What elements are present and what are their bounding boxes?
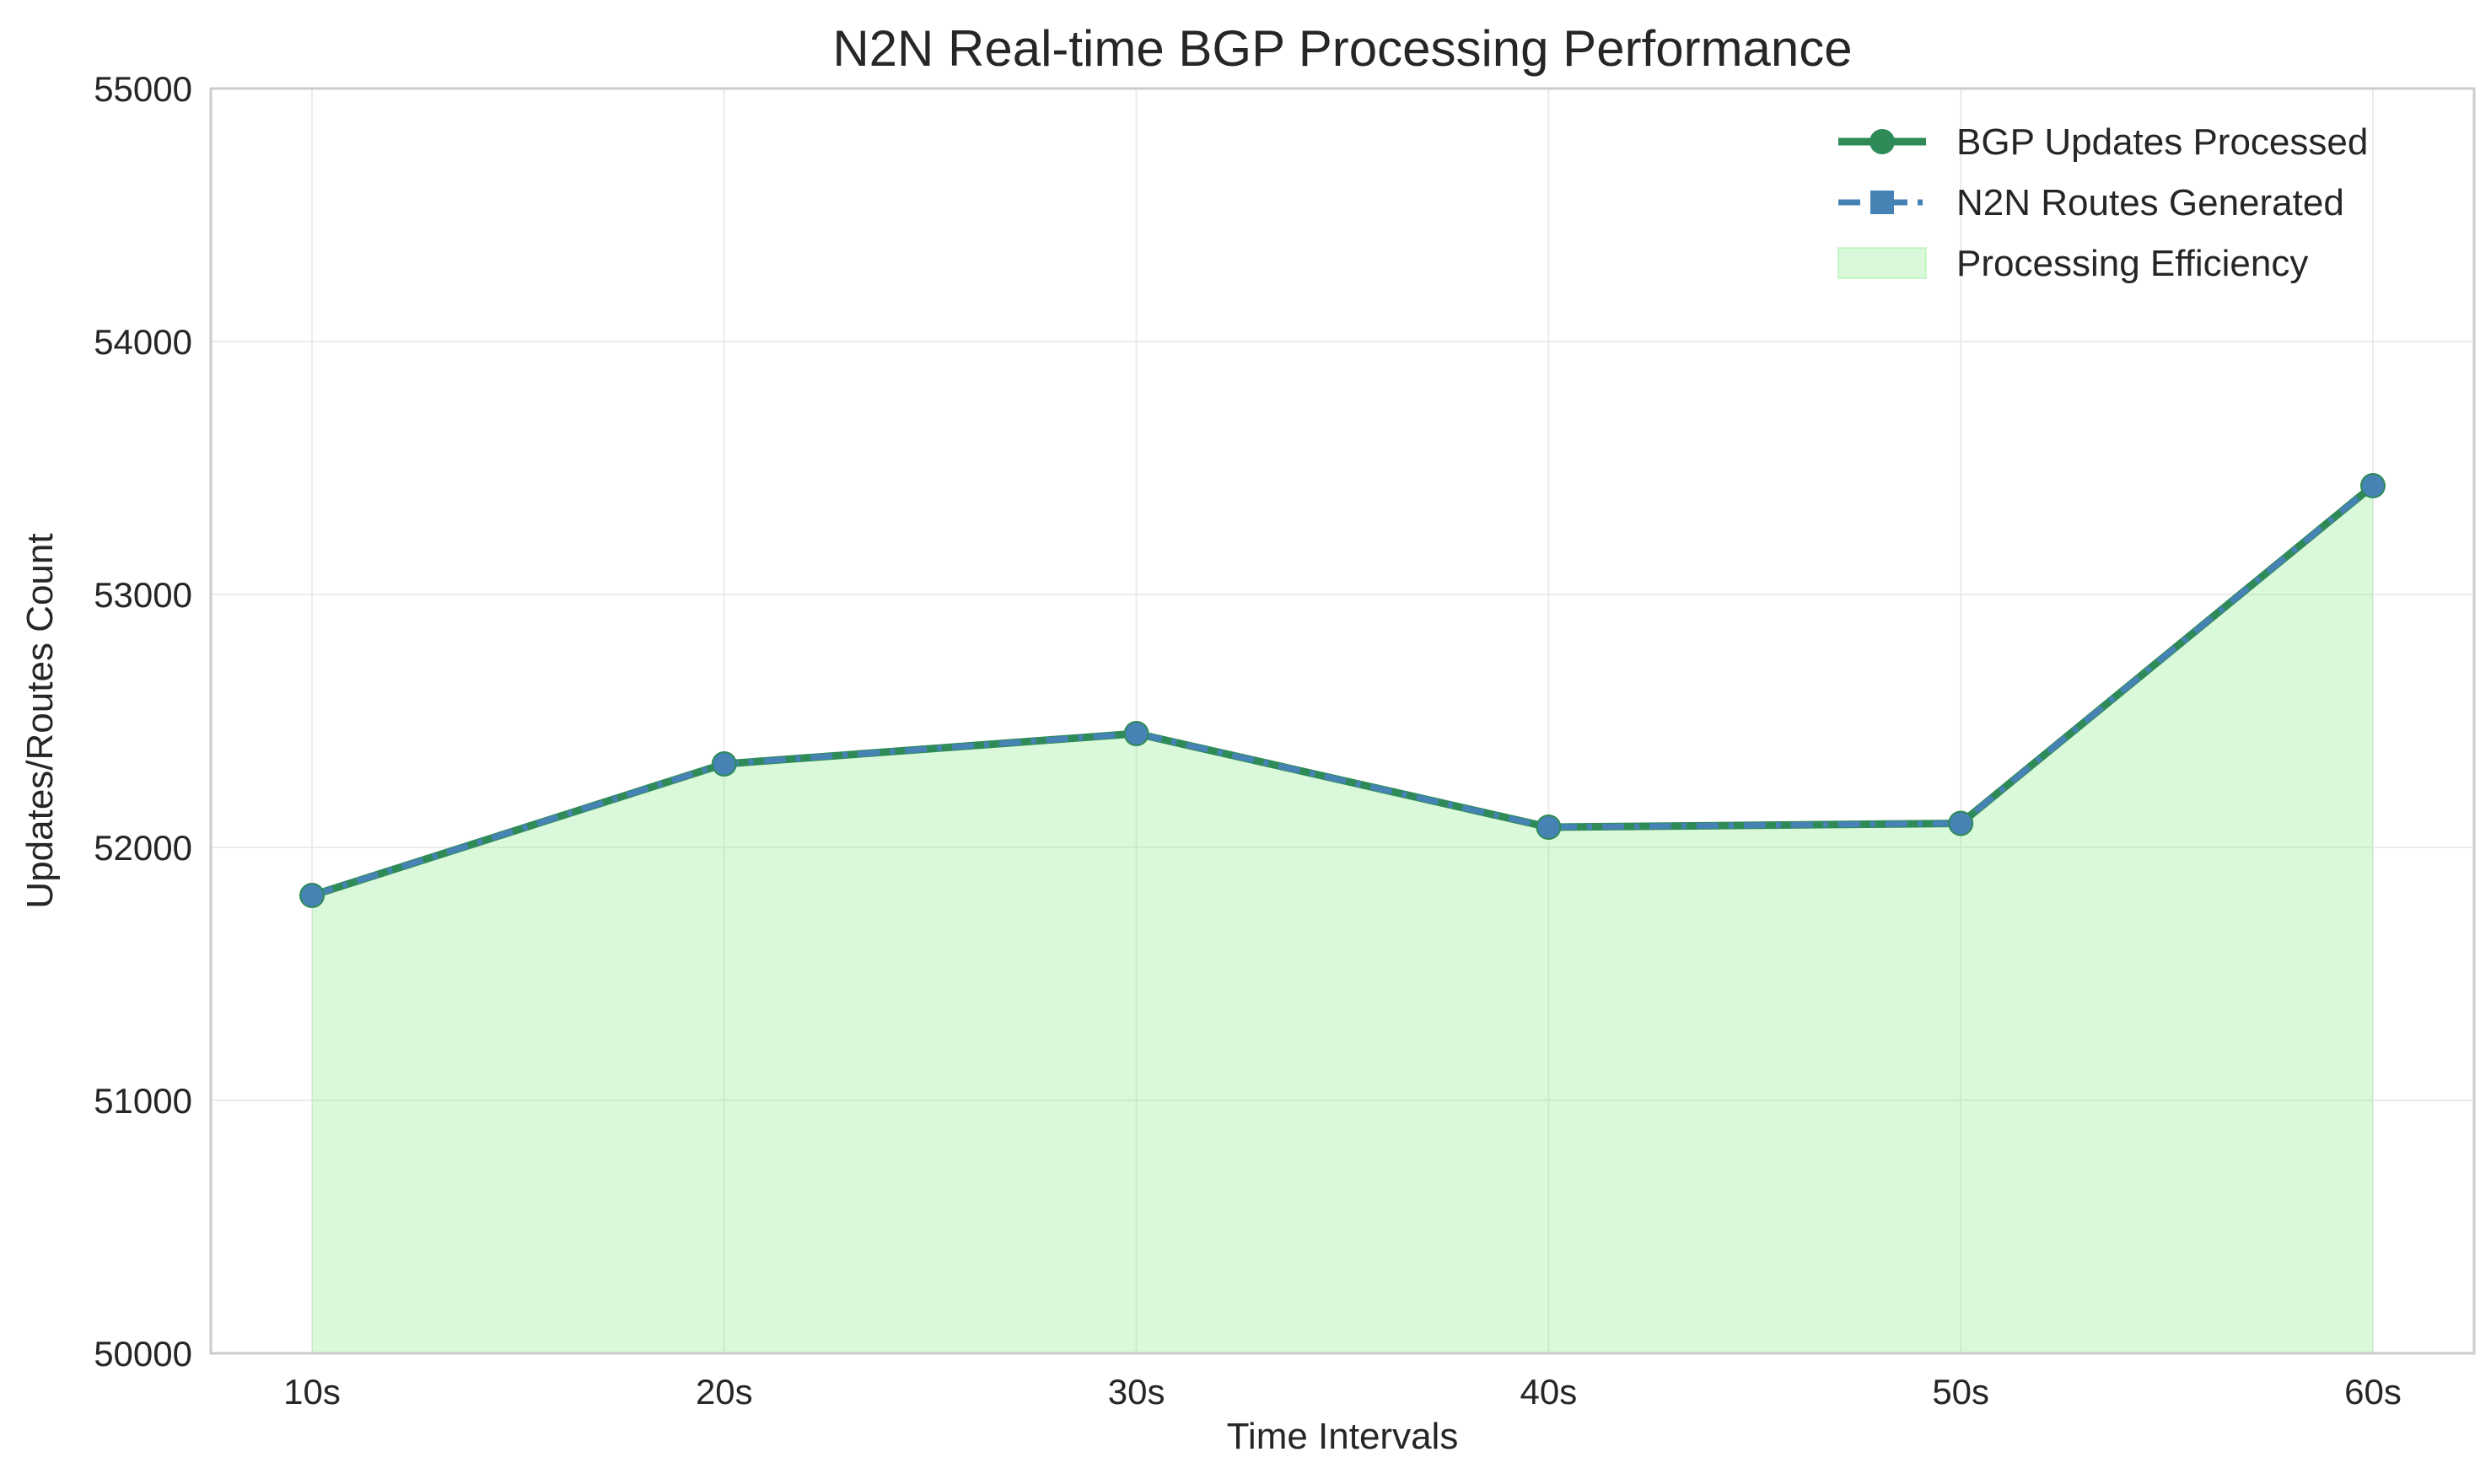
y-tick-label: 53000	[94, 575, 192, 615]
y-axis-label: Updates/Routes Count	[19, 533, 61, 908]
legend-label: BGP Updates Processed	[1956, 121, 2368, 163]
legend-label: Processing Efficiency	[1956, 243, 2308, 284]
y-tick-label: 55000	[94, 69, 192, 109]
chart-title: N2N Real-time BGP Processing Performance	[832, 20, 1852, 77]
legend-swatch-marker	[1870, 129, 1895, 154]
x-tick-label: 50s	[1932, 1372, 1989, 1411]
n2n-routes-point	[1950, 812, 1972, 835]
marker-layer	[299, 473, 2386, 908]
y-tick-labels: 50000 51000 52000 53000 54000 55000	[94, 69, 192, 1374]
line-layer	[310, 482, 2375, 900]
n2n-routes-point	[2362, 475, 2384, 497]
legend-item: BGP Updates Processed	[1838, 121, 2368, 163]
plot-frame	[209, 87, 2476, 1355]
y-tick-label: 50000	[94, 1334, 192, 1374]
legend: BGP Updates Processed N2N Routes Generate…	[1837, 121, 2368, 284]
area-processing-efficiency	[312, 486, 2373, 1353]
legend-label: N2N Routes Generated	[1956, 182, 2344, 223]
legend-swatch-marker	[1870, 191, 1894, 214]
x-tick-label: 60s	[2344, 1372, 2402, 1411]
legend-item: Processing Efficiency	[1837, 243, 2308, 284]
y-tick-label: 52000	[94, 828, 192, 868]
n2n-routes-point	[301, 884, 323, 906]
x-tick-label: 20s	[696, 1372, 753, 1411]
x-tick-label: 40s	[1520, 1372, 1578, 1411]
x-tick-label: 10s	[283, 1372, 341, 1411]
x-axis-label: Time Intervals	[1227, 1416, 1459, 1457]
n2n-routes-point	[713, 753, 735, 775]
legend-swatch-area	[1837, 247, 1927, 279]
n2n-routes-point	[1125, 723, 1148, 745]
line-n2n-routes	[310, 483, 2375, 899]
plot-area-background	[211, 89, 2474, 1353]
x-tick-label: 30s	[1108, 1372, 1165, 1411]
y-tick-label: 54000	[94, 322, 192, 362]
area-layer	[312, 486, 2373, 1353]
legend-item: N2N Routes Generated	[1838, 182, 2344, 223]
n2n-routes-point	[1537, 816, 1560, 838]
y-tick-label: 51000	[94, 1081, 192, 1121]
x-tick-labels: 10s 20s 30s 40s 50s 60s	[283, 1372, 2402, 1411]
